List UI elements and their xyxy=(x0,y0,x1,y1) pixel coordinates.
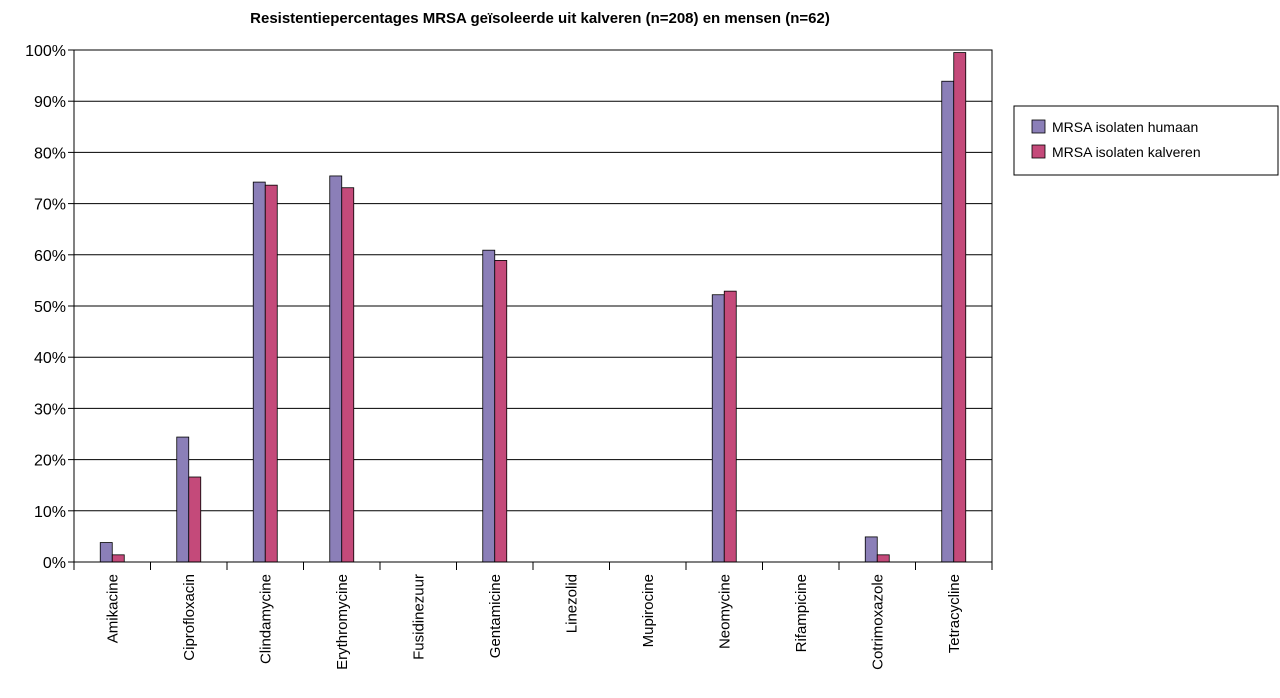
y-tick-label: 50% xyxy=(34,299,66,316)
bar-kalveren xyxy=(723,290,737,563)
x-tick-label: Amikacine xyxy=(104,574,121,643)
bar-humaan xyxy=(99,542,113,563)
y-tick-label: 90% xyxy=(34,94,66,111)
x-tick-label: Cotrimoxazole xyxy=(869,574,886,670)
bar-humaan xyxy=(941,80,955,563)
bar-humaan xyxy=(176,436,190,563)
y-tick-label: 80% xyxy=(34,145,66,162)
y-tick-label: 10% xyxy=(34,504,66,521)
y-tick-label: 30% xyxy=(34,401,66,418)
x-tick-label: Rifampicine xyxy=(793,574,810,652)
x-tick-label: Mupirocine xyxy=(640,574,657,647)
bar-kalveren xyxy=(264,184,278,563)
bars xyxy=(99,52,967,563)
x-tick-label: Neomycine xyxy=(716,574,733,649)
y-tick-label: 40% xyxy=(34,350,66,367)
y-tick-label: 70% xyxy=(34,197,66,214)
bar-kalveren xyxy=(876,554,890,563)
legend-label-humaan: MRSA isolaten humaan xyxy=(1052,119,1198,135)
x-tick-label: Ciprofloxacin xyxy=(181,574,198,661)
legend-swatch-humaan xyxy=(1031,119,1046,134)
x-tick-label: Erythromycine xyxy=(334,574,351,670)
bar-humaan xyxy=(252,181,266,563)
legend-box xyxy=(1013,105,1279,176)
y-tick-label: 100% xyxy=(25,43,66,60)
x-tick-label: Linezolid xyxy=(563,574,580,633)
y-tick-label: 60% xyxy=(34,248,66,265)
bar-humaan xyxy=(482,249,496,563)
x-tick-label: Gentamicine xyxy=(487,574,504,658)
bar-kalveren xyxy=(494,260,508,563)
bar-humaan xyxy=(711,294,725,563)
x-axis: Amikacine Ciprofloxacin Clindamycine Erythr… xyxy=(73,562,993,670)
bar-humaan xyxy=(329,175,343,563)
chart-title: Resistentiepercentages MRSA geïsoleerde … xyxy=(250,10,830,27)
x-tick-label: Clindamycine xyxy=(257,574,274,664)
y-tick-label: 20% xyxy=(34,453,66,470)
legend-swatch-kalveren xyxy=(1031,144,1046,159)
bar-kalveren xyxy=(341,187,355,563)
legend-label-kalveren: MRSA isolaten kalveren xyxy=(1052,144,1201,160)
y-tick-label: 0% xyxy=(43,555,66,572)
legend: MRSA isolaten humaan MRSA isolaten kalve… xyxy=(1013,105,1279,176)
bar-kalveren xyxy=(111,554,125,563)
x-tick-label: Fusidinezuur xyxy=(410,574,427,660)
gridlines xyxy=(74,49,992,512)
x-tick-label: Tetracycline xyxy=(946,574,963,653)
bar-kalveren xyxy=(953,52,967,563)
bar-humaan xyxy=(864,536,878,563)
bar-kalveren xyxy=(188,476,202,563)
y-axis: 0% 10% 20% 30% 40% 50% 60% 70% 80% 90% 100% xyxy=(25,43,74,572)
